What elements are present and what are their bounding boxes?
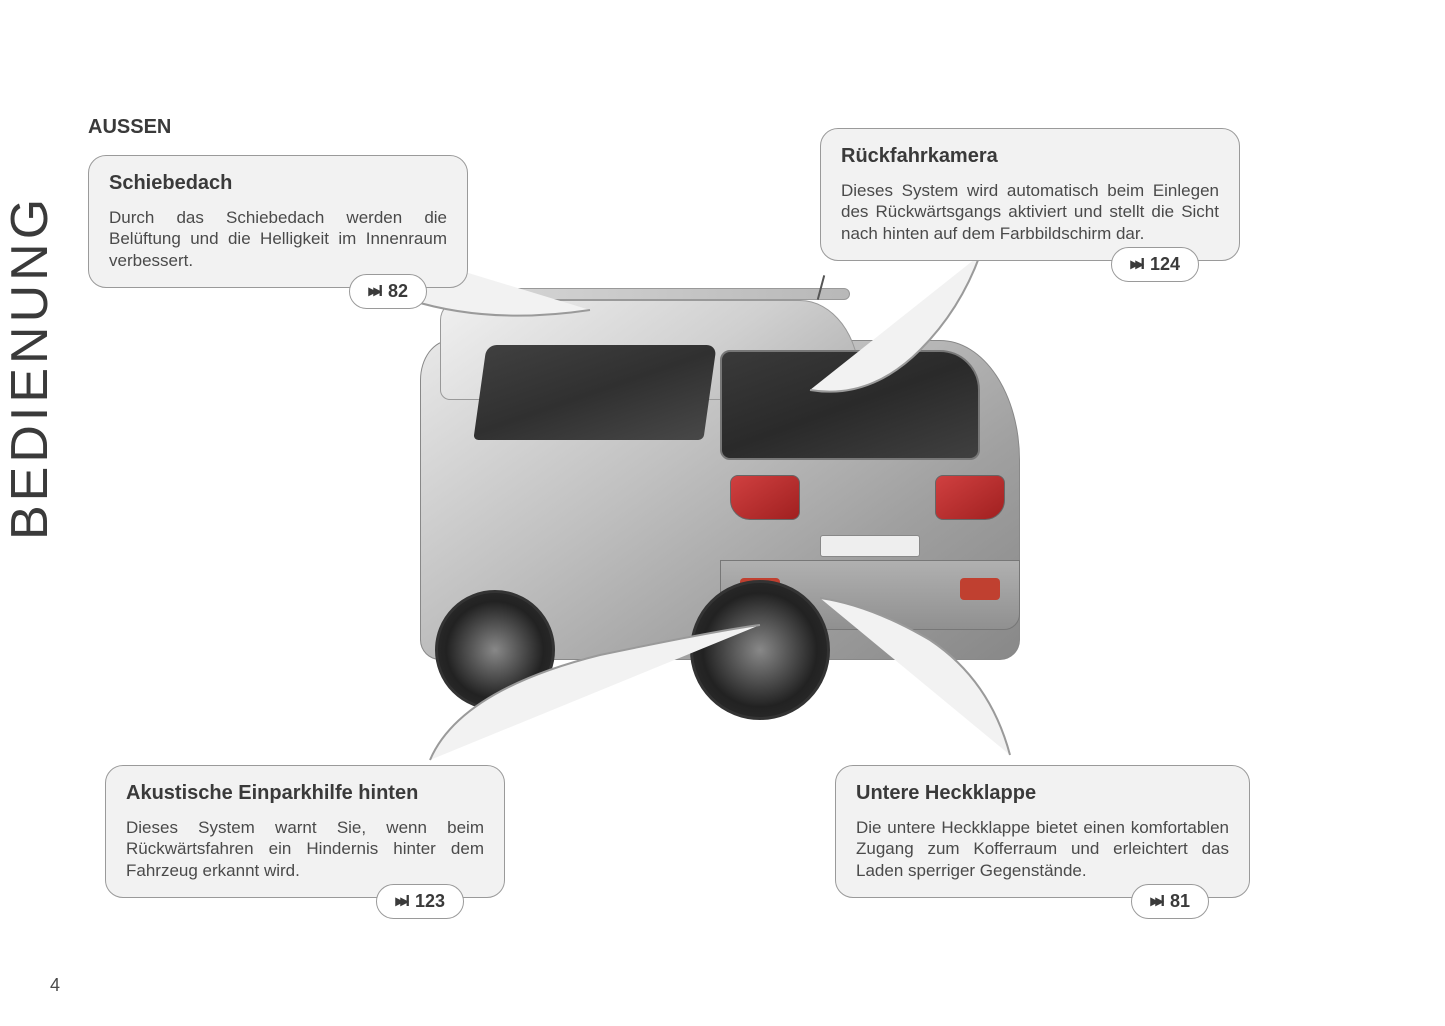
callout-text: Dieses System wird automatisch beim Einl… <box>841 180 1219 244</box>
callout-einparkhilfe: Akustische Einparkhilfe hinten Dieses Sy… <box>105 765 505 898</box>
page-ref-number: 124 <box>1150 254 1180 275</box>
callout-text: Die untere Heckklappe bietet einen komfo… <box>856 817 1229 881</box>
forward-icon: ▸▸I <box>368 281 380 301</box>
callout-text: Dieses System warnt Sie, wenn beim Rückw… <box>126 817 484 881</box>
side-section-header: BEDIENUNG <box>0 195 60 540</box>
callout-title: Rückfahrkamera <box>841 145 1219 168</box>
forward-icon: ▸▸I <box>395 891 407 911</box>
callout-title: Schiebedach <box>109 172 447 195</box>
page-ref-number: 123 <box>415 891 445 912</box>
callout-rueckfahrkamera: Rückfahrkamera Dieses System wird automa… <box>820 128 1240 261</box>
callout-heckklappe: Untere Heckklappe Die untere Heckklappe … <box>835 765 1250 898</box>
page-number: 4 <box>50 975 60 996</box>
forward-icon: ▸▸I <box>1150 891 1162 911</box>
page-ref-number: 82 <box>388 281 408 302</box>
page-ref-badge[interactable]: ▸▸I 81 <box>1131 884 1209 919</box>
vehicle-illustration <box>380 280 1060 740</box>
page-ref-badge[interactable]: ▸▸I 82 <box>349 274 427 309</box>
page-ref-badge[interactable]: ▸▸I 124 <box>1111 247 1199 282</box>
forward-icon: ▸▸I <box>1130 254 1142 274</box>
callout-title: Akustische Einparkhilfe hinten <box>126 782 484 805</box>
callout-title: Untere Heckklappe <box>856 782 1229 805</box>
page-ref-number: 81 <box>1170 891 1190 912</box>
section-title: AUSSEN <box>88 116 171 139</box>
page-ref-badge[interactable]: ▸▸I 123 <box>376 884 464 919</box>
callout-schiebedach: Schiebedach Durch das Schiebedach werden… <box>88 155 468 288</box>
callout-text: Durch das Schiebedach werden die Belüftu… <box>109 207 447 271</box>
